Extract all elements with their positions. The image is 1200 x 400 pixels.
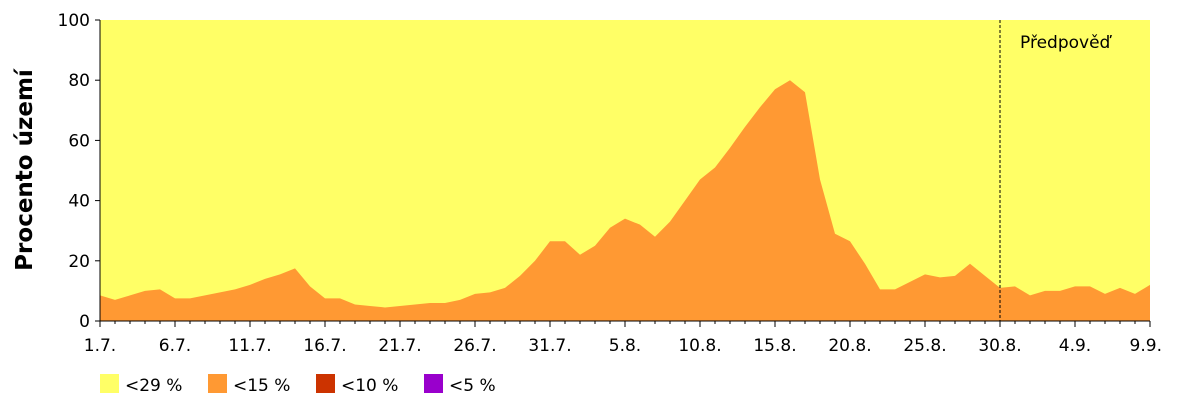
y-tick-label: 20 [68,252,90,272]
y-axis-title: Procento území [12,68,38,271]
y-tick-label: 0 [79,312,90,332]
x-tick-label: 26.7. [453,336,496,356]
x-tick-label: 31.7. [528,336,571,356]
y-tick-label: 40 [68,192,90,212]
x-tick-label: 6.7. [159,336,191,356]
x-tick-label: 30.8. [978,336,1021,356]
legend-label: <29 % [125,376,182,396]
forecast-label: Předpověď [1020,33,1113,53]
legend-swatch [100,374,119,393]
x-tick-label: 21.7. [378,336,421,356]
legend-swatch [424,374,443,393]
legend-swatch [316,374,335,393]
y-tick-label: 80 [68,71,90,91]
plot-area [100,20,1150,321]
x-tick-label: 9.9. [1130,336,1162,356]
x-tick-label: 1.7. [84,336,116,356]
legend-label: <15 % [233,376,290,396]
x-tick-label: 10.8. [678,336,721,356]
x-tick-label: 5.8. [609,336,641,356]
y-tick-label: 100 [58,11,90,31]
x-tick-label: 11.7. [228,336,271,356]
area-series-0 [100,20,1150,321]
area-series-1 [100,80,1150,321]
legend: <29 % <15 % <10 % <5 % [100,374,496,396]
x-tick-label: 16.7. [303,336,346,356]
x-tick-label: 4.9. [1059,336,1091,356]
y-tick-label: 60 [68,131,90,151]
axes: 0 20 40 60 80 100 1.7. 6.7. 11.7. 16.7. 21.7. 26.7.… [58,11,1162,356]
legend-swatch [208,374,227,393]
x-tick-label: 25.8. [903,336,946,356]
legend-label: <5 % [449,376,496,396]
legend-label: <10 % [341,376,398,396]
x-tick-label: 20.8. [828,336,871,356]
x-tick-label: 15.8. [753,336,796,356]
